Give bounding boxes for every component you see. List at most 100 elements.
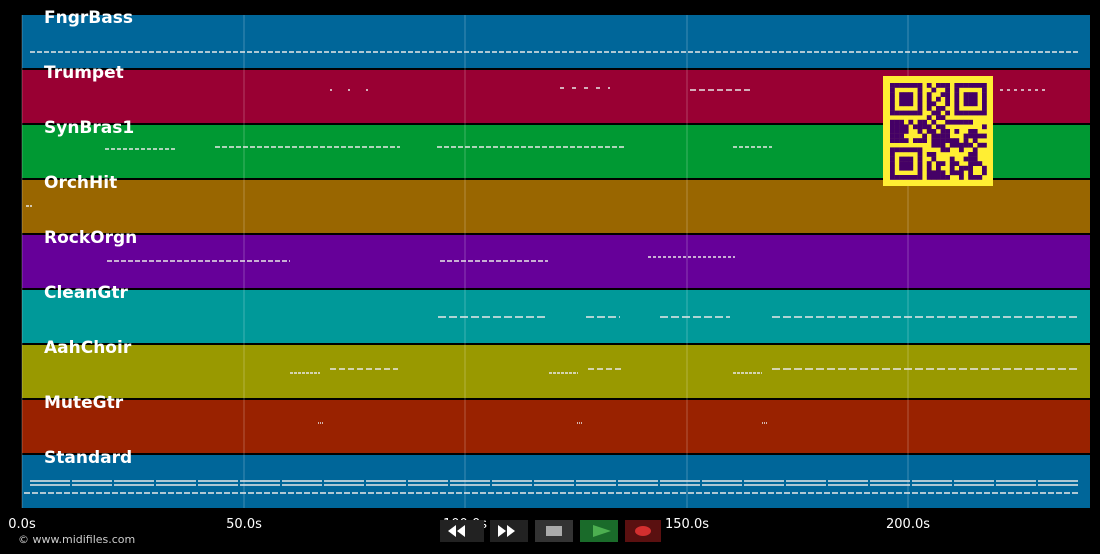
qr-module bbox=[982, 83, 987, 88]
qr-module bbox=[940, 147, 946, 153]
qr-module bbox=[899, 156, 904, 162]
qr-module bbox=[903, 101, 909, 107]
qr-module bbox=[954, 161, 960, 166]
qr-module bbox=[890, 138, 895, 143]
qr-module bbox=[940, 142, 946, 148]
qr-module bbox=[926, 170, 932, 176]
qr-module bbox=[917, 92, 923, 97]
qr-module bbox=[963, 165, 969, 171]
qr-module bbox=[972, 92, 978, 97]
qr-module bbox=[968, 142, 973, 148]
qr-module bbox=[982, 87, 987, 93]
qr-module bbox=[931, 129, 937, 134]
qr-module bbox=[954, 96, 960, 102]
qr-module bbox=[917, 106, 923, 111]
qr-module bbox=[972, 152, 978, 157]
qr-module bbox=[982, 165, 987, 171]
qr-module bbox=[954, 142, 960, 148]
time-label: 150.0s bbox=[665, 517, 709, 532]
qr-module bbox=[890, 96, 895, 102]
qr-module bbox=[982, 101, 987, 107]
qr-module bbox=[940, 175, 946, 180]
qr-module bbox=[940, 161, 946, 166]
time-label: 50.0s bbox=[226, 517, 262, 532]
qr-module bbox=[908, 156, 914, 162]
track-lane bbox=[22, 400, 1090, 453]
qr-module bbox=[890, 175, 895, 180]
qr-module bbox=[903, 92, 909, 97]
qr-module bbox=[968, 92, 973, 97]
qr-module bbox=[926, 161, 932, 166]
qr-module bbox=[917, 119, 923, 125]
qr-module bbox=[917, 129, 923, 134]
qr-module bbox=[954, 87, 960, 93]
qr-module bbox=[908, 101, 914, 107]
record-icon bbox=[635, 526, 651, 536]
qr-module bbox=[894, 175, 900, 180]
qr-module bbox=[968, 156, 973, 162]
qr-module bbox=[917, 175, 923, 180]
qr-module bbox=[890, 106, 895, 111]
track-lane bbox=[22, 235, 1090, 288]
qr-module bbox=[977, 110, 983, 116]
track-name: CleanGtr bbox=[44, 283, 128, 303]
qr-module bbox=[908, 92, 914, 97]
qr-module bbox=[922, 119, 927, 125]
qr-module bbox=[936, 165, 941, 171]
qr-module bbox=[917, 110, 923, 116]
qr-module bbox=[959, 175, 964, 180]
qr-module bbox=[977, 175, 983, 180]
qr-module bbox=[917, 165, 923, 171]
qr-module bbox=[949, 161, 955, 166]
qr-module bbox=[936, 96, 941, 102]
qr-module bbox=[903, 110, 909, 116]
qr-module bbox=[926, 106, 932, 111]
track-name: OrchHit bbox=[44, 173, 117, 193]
qr-module bbox=[931, 170, 937, 176]
qr-module bbox=[903, 156, 909, 162]
qr-module bbox=[890, 170, 895, 176]
track-lane bbox=[22, 180, 1090, 233]
qr-module bbox=[936, 124, 941, 130]
qr-module bbox=[954, 119, 960, 125]
qr-module bbox=[890, 124, 895, 130]
qr-module bbox=[926, 175, 932, 180]
qr-module bbox=[890, 147, 895, 153]
qr-module bbox=[931, 110, 937, 116]
qr-module bbox=[917, 124, 923, 130]
qr-module bbox=[903, 147, 909, 153]
qr-module bbox=[908, 96, 914, 102]
qr-module bbox=[936, 106, 941, 111]
qr-module bbox=[945, 175, 950, 180]
qr-module bbox=[959, 83, 964, 88]
qr-module bbox=[949, 142, 955, 148]
qr-module bbox=[972, 147, 978, 153]
track-lane bbox=[22, 345, 1090, 398]
qr-module bbox=[899, 119, 904, 125]
qr-module bbox=[899, 175, 904, 180]
qr-module bbox=[894, 147, 900, 153]
rewind-icon bbox=[448, 525, 465, 537]
play-icon bbox=[593, 525, 611, 537]
qr-module bbox=[968, 101, 973, 107]
qr-module bbox=[922, 124, 927, 130]
qr-module bbox=[917, 101, 923, 107]
qr-module bbox=[945, 119, 950, 125]
qr-module bbox=[908, 161, 914, 166]
qr-module bbox=[908, 119, 914, 125]
qr-module bbox=[899, 96, 904, 102]
qr-module bbox=[954, 170, 960, 176]
qr-module bbox=[931, 138, 937, 143]
qr-module bbox=[917, 138, 923, 143]
qr-module bbox=[945, 92, 950, 97]
qr-module bbox=[945, 110, 950, 116]
qr-module bbox=[931, 101, 937, 107]
copyright: © www.midifiles.com bbox=[18, 533, 135, 546]
qr-module bbox=[945, 87, 950, 93]
qr-module bbox=[917, 161, 923, 166]
qr-module bbox=[908, 110, 914, 116]
qr-module bbox=[903, 138, 909, 143]
qr-module bbox=[963, 142, 969, 148]
qr-module bbox=[968, 83, 973, 88]
